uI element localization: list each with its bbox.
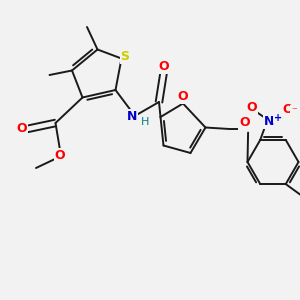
Text: +: +	[274, 113, 282, 123]
Text: N: N	[264, 115, 274, 128]
Text: O: O	[158, 60, 169, 74]
Text: N: N	[127, 110, 137, 124]
Text: ⁻: ⁻	[291, 106, 297, 116]
Text: O: O	[283, 103, 293, 116]
Text: S: S	[121, 50, 130, 64]
Text: O: O	[55, 149, 65, 162]
Text: O: O	[239, 116, 250, 129]
Text: H: H	[141, 117, 149, 128]
Text: O: O	[246, 101, 256, 114]
Text: O: O	[178, 89, 188, 103]
Text: O: O	[16, 122, 27, 136]
